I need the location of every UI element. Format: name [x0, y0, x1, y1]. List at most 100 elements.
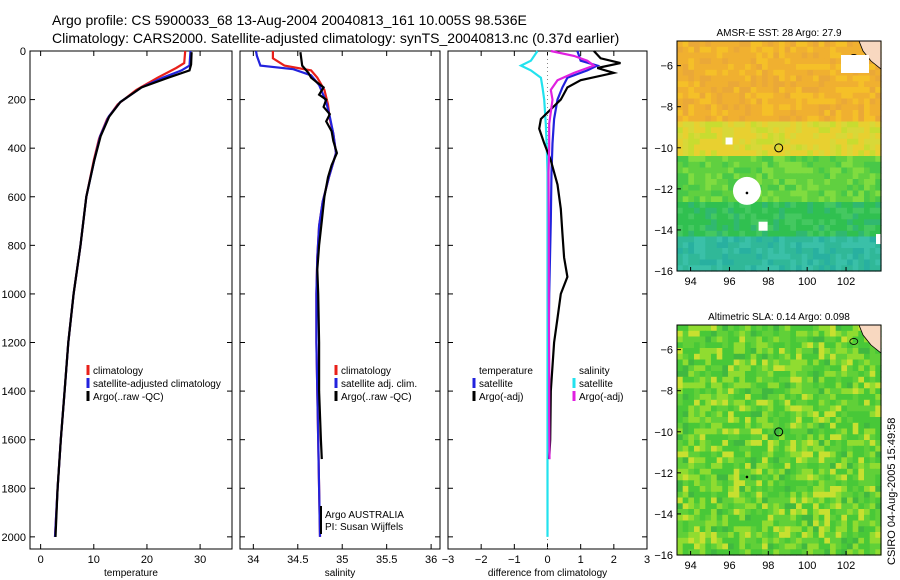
sst-map-cell: [813, 115, 820, 123]
sst-map-cell: [869, 75, 876, 82]
sst-map-cell: [818, 75, 825, 82]
sla-map-cell: [745, 382, 752, 389]
sst-map-cell: [852, 173, 859, 180]
sla-map-cell: [762, 543, 769, 550]
sla-map-cell: [705, 434, 712, 441]
sla-map-cell: [796, 330, 803, 338]
sla-map-cell: [818, 514, 825, 522]
sst-map-cell: [773, 213, 780, 220]
sla-map-cell: [762, 399, 769, 407]
sst-map-cell: [733, 207, 740, 215]
sla-map-cell: [745, 509, 752, 516]
sst-map-cell: [733, 156, 740, 163]
sla-map-cell: [830, 509, 837, 516]
sla-map-cell: [767, 537, 774, 545]
sst-map-cell: [852, 127, 859, 134]
sst-map-cell: [739, 265, 746, 272]
sla-map-cell: [847, 451, 854, 458]
sst-map-cell: [841, 75, 848, 82]
sst-map-cell: [830, 115, 837, 123]
sla-map-cell: [705, 371, 712, 378]
sst-map-cell: [677, 133, 684, 140]
sla-map-cell: [677, 526, 684, 533]
sst-map-cell: [688, 41, 695, 48]
sla-map-cell: [796, 480, 803, 487]
sla-map-frame: [676, 324, 882, 556]
sst-map-cell: [739, 207, 746, 215]
sla-map-cell: [722, 428, 729, 435]
sst-map-cell: [807, 52, 814, 59]
sla-map-cell: [750, 445, 757, 453]
sst-map-cell: [807, 81, 814, 88]
sla-map-cell: [716, 359, 723, 366]
sst-map-cell: [779, 52, 786, 59]
sst-map-cell: [858, 150, 865, 157]
sla-map-cell: [864, 388, 871, 395]
sla-map-cell: [739, 474, 746, 481]
sst-map-cell: [705, 46, 712, 54]
sla-map-cell: [875, 543, 882, 550]
sst-map-cell: [824, 150, 831, 157]
sst-map-cell: [705, 87, 712, 94]
sst-map-cell: [705, 202, 712, 209]
sst-map-cell: [750, 121, 757, 128]
sst-map-cell: [830, 110, 837, 117]
sst-map-cell: [711, 144, 718, 151]
sla-map-cell: [790, 411, 797, 418]
sst-map-cell: [733, 52, 740, 59]
sst-map-cell: [864, 121, 871, 128]
sla-map-cell: [716, 445, 723, 453]
sst-map-cell: [762, 253, 769, 261]
sst-map-ytick-label: −12: [654, 184, 673, 196]
sst-map-cell: [716, 156, 723, 163]
sst-map-ytick-label: −14: [654, 225, 673, 237]
sla-map-cell: [699, 549, 706, 556]
sst-map-cell: [796, 81, 803, 88]
sst-map-cell: [722, 184, 729, 192]
sla-map-cell: [807, 330, 814, 338]
sla-map-cell: [682, 359, 689, 366]
sst-map-cell: [835, 173, 842, 180]
sst-map-cell: [858, 104, 865, 111]
sst-map-cell: [779, 219, 786, 226]
sla-map-cell: [773, 428, 780, 435]
sst-map-cell: [677, 225, 684, 232]
sst-map-cell: [750, 69, 757, 77]
sla-map-cell: [773, 388, 780, 395]
sst-map-cell: [784, 184, 791, 192]
sla-map-cell: [733, 342, 740, 349]
sst-map-cell: [796, 190, 803, 197]
sst-map-cell: [784, 46, 791, 54]
sla-map-cell: [733, 537, 740, 545]
sst-map-cell: [801, 92, 808, 100]
sla-map-cell: [711, 388, 718, 395]
sla-map-cell: [835, 463, 842, 470]
sst-map-cell: [784, 219, 791, 226]
sla-map-cell: [699, 394, 706, 401]
sla-map-cell: [784, 514, 791, 522]
sst-map-cell: [852, 225, 859, 232]
sst-map-cell: [830, 121, 837, 128]
sst-map-cell: [677, 219, 684, 226]
sla-map-cell: [869, 520, 876, 527]
sst-map-cell: [716, 259, 723, 266]
sla-map-cell: [688, 543, 695, 550]
sst-map-cell: [722, 98, 729, 105]
sst-map-cell: [784, 253, 791, 261]
sst-map-cell: [750, 104, 757, 111]
sst-map-cell: [813, 202, 820, 209]
sst-map-cell: [767, 242, 774, 249]
sla-map-cell: [722, 497, 729, 504]
sst-map-cell: [694, 98, 701, 105]
sla-map-cell: [773, 549, 780, 556]
figure-title-line2: Climatology: CARS2000. Satellite-adjuste…: [52, 30, 620, 46]
sla-map-cell: [818, 353, 825, 361]
salinity-profile-series-satellite: [254, 50, 338, 537]
sla-map-cell: [716, 468, 723, 476]
sst-map-cell: [677, 161, 684, 169]
sla-map-cell: [682, 342, 689, 349]
sla-map-cell: [807, 388, 814, 395]
sla-map-cell: [875, 376, 882, 384]
sla-map-cell: [745, 376, 752, 384]
sla-map-cell: [813, 325, 820, 332]
